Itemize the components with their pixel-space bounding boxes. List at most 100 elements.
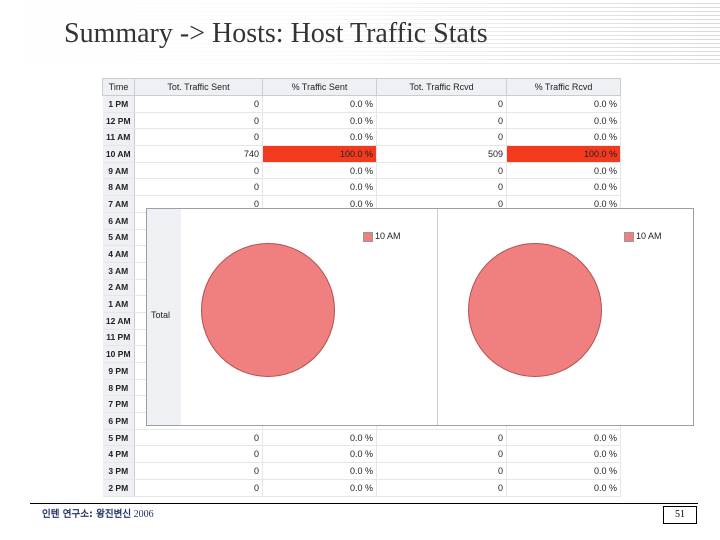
cell-percent-sent: 0.0 % [262,445,377,464]
cell-time: 9 AM [102,162,135,180]
cell-total-sent: 0 [134,462,263,480]
cell-percent-sent: 0.0 % [262,429,377,447]
legend-label: 10 AM [375,231,401,241]
cell-percent-rcvd: 0.0 % [506,429,621,447]
cell-time: 3 PM [102,462,135,480]
cell-time: 7 PM [102,395,135,414]
table-row[interactable]: 4 PM 0 0.0 % 0 0.0 % [102,445,621,464]
cell-percent-rcvd: 0.0 % [506,445,621,464]
table-row[interactable]: 11 AM 0 0.0 % 0 0.0 % [102,128,621,147]
table-header-row: Time Tot. Traffic Sent % Traffic Sent To… [102,78,621,96]
table-row[interactable]: 3 PM 0 0.0 % 0 0.0 % [102,462,621,480]
footer-organization: 인텐 연구소: 왕진변신 [42,509,132,520]
table-row[interactable]: 9 AM 0 0.0 % 0 0.0 % [102,162,621,180]
footer-divider [30,503,698,504]
cell-time: 9 PM [102,362,135,380]
pie-chart-sent[interactable] [201,243,335,377]
cell-time: 10 AM [102,145,135,163]
cell-percent-rcvd: 0.0 % [506,462,621,480]
column-header-total-sent[interactable]: Tot. Traffic Sent [134,78,263,96]
pie-chart-overlay: Total 10 AM 10 AM [146,208,694,426]
cell-total-rcvd: 0 [376,479,507,497]
cell-time: 8 AM [102,178,135,197]
cell-time: 1 AM [102,295,135,313]
page-number: 51 [663,506,697,524]
cell-time: 5 PM [102,429,135,447]
column-header-percent-sent[interactable]: % Traffic Sent [262,78,377,96]
cell-percent-sent: 0.0 % [262,479,377,497]
cell-total-rcvd: 0 [376,429,507,447]
chart-row-label: Total [151,310,171,320]
cell-time: 6 PM [102,412,135,430]
cell-total-sent: 0 [134,429,263,447]
pie-chart-pane-rcvd: 10 AM [438,209,693,425]
cell-total-sent: 740 [134,145,263,163]
column-header-total-rcvd[interactable]: Tot. Traffic Rcvd [376,78,507,96]
cell-time: 4 AM [102,245,135,263]
pie-chart-rcvd[interactable] [468,243,602,377]
cell-percent-sent: 0.0 % [262,112,377,130]
table-row[interactable]: 8 AM 0 0.0 % 0 0.0 % [102,178,621,197]
chart-legend: 10 AM [624,231,662,242]
cell-time: 4 PM [102,445,135,464]
table-row[interactable]: 10 AM 740 100.0 % 509 100.0 % [102,145,621,163]
chart-legend: 10 AM [363,231,401,242]
chart-row-header: Total [147,209,182,425]
cell-total-rcvd: 0 [376,95,507,113]
cell-total-rcvd: 0 [376,112,507,130]
cell-percent-sent: 0.0 % [262,462,377,480]
cell-time: 5 AM [102,229,135,247]
cell-percent-rcvd: 0.0 % [506,178,621,197]
cell-total-sent: 0 [134,178,263,197]
cell-percent-rcvd: 0.0 % [506,95,621,113]
cell-total-sent: 0 [134,112,263,130]
column-header-percent-rcvd[interactable]: % Traffic Rcvd [506,78,621,96]
cell-percent-sent: 0.0 % [262,178,377,197]
title-stripes-fade [0,0,720,66]
table-row[interactable]: 5 PM 0 0.0 % 0 0.0 % [102,429,621,447]
cell-total-rcvd: 0 [376,128,507,147]
cell-time: 7 AM [102,195,135,213]
legend-label: 10 AM [636,231,662,241]
cell-time: 2 PM [102,479,135,497]
cell-total-sent: 0 [134,128,263,147]
table-row[interactable]: 12 PM 0 0.0 % 0 0.0 % [102,112,621,130]
cell-time: 2 AM [102,279,135,297]
cell-time: 12 AM [102,312,135,330]
cell-percent-rcvd: 0.0 % [506,162,621,180]
cell-percent-sent: 0.0 % [262,95,377,113]
cell-total-sent: 0 [134,479,263,497]
footer-credit: 인텐 연구소: 왕진변신 2006 [42,506,154,520]
cell-percent-sent: 0.0 % [262,162,377,180]
cell-time: 12 PM [102,112,135,130]
cell-time: 6 AM [102,212,135,230]
cell-time: 11 PM [102,329,135,347]
pie-chart-pane-sent: 10 AM [181,209,438,425]
cell-time: 1 PM [102,95,135,113]
cell-time: 11 AM [102,128,135,147]
cell-time: 3 AM [102,262,135,280]
cell-percent-rcvd: 100.0 % [506,145,621,163]
cell-total-rcvd: 0 [376,462,507,480]
table-row[interactable]: 1 PM 0 0.0 % 0 0.0 % [102,95,621,113]
cell-percent-rcvd: 0.0 % [506,479,621,497]
cell-total-rcvd: 0 [376,178,507,197]
cell-total-rcvd: 509 [376,145,507,163]
cell-percent-sent: 0.0 % [262,128,377,147]
cell-total-rcvd: 0 [376,445,507,464]
footer-year: 2006 [133,509,154,520]
cell-percent-sent: 100.0 % [262,145,377,163]
cell-percent-rcvd: 0.0 % [506,112,621,130]
table-row[interactable]: 2 PM 0 0.0 % 0 0.0 % [102,479,621,497]
cell-total-sent: 0 [134,445,263,464]
column-header-time[interactable]: Time [102,78,135,96]
cell-time: 8 PM [102,379,135,397]
cell-percent-rcvd: 0.0 % [506,128,621,147]
cell-total-sent: 0 [134,162,263,180]
cell-total-sent: 0 [134,95,263,113]
legend-swatch [624,231,634,242]
slide-title: Summary -> Hosts: Host Traffic Stats [64,18,488,49]
legend-swatch [363,231,373,242]
cell-time: 10 PM [102,345,135,363]
cell-total-rcvd: 0 [376,162,507,180]
